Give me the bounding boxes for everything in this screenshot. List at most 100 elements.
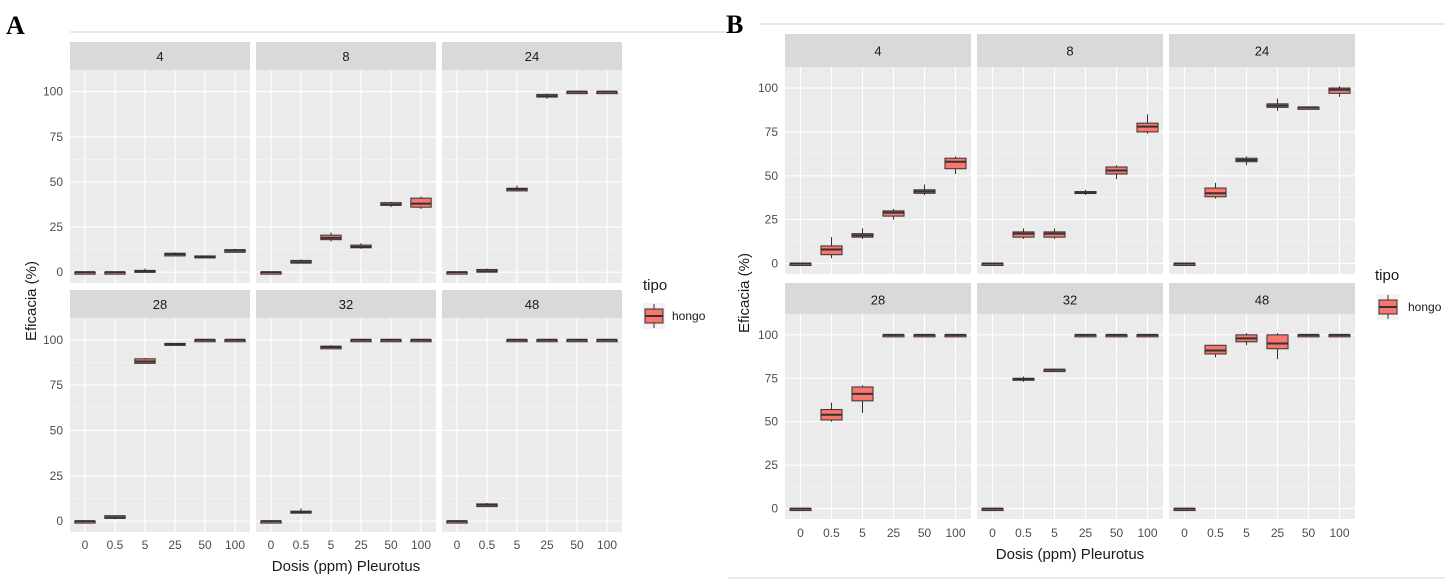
facet-a-48: 48 0 0.5 5 25 50 100 bbox=[442, 290, 622, 552]
x-tick-label: 5 bbox=[859, 526, 866, 540]
x-tick-label: 0.5 bbox=[479, 538, 496, 552]
y-tick-label: 50 bbox=[765, 415, 779, 429]
plot-background bbox=[70, 70, 250, 283]
box-5 bbox=[1235, 156, 1258, 166]
box-0.5 bbox=[1012, 376, 1035, 382]
facet-b-48: 48 0 0.5 5 25 50 100 bbox=[1169, 283, 1355, 540]
x-tick-label: 25 bbox=[354, 538, 368, 552]
facet-strip-label: 32 bbox=[339, 297, 353, 312]
plot-background bbox=[977, 314, 1163, 519]
box-50 bbox=[380, 338, 402, 343]
box-25 bbox=[1074, 333, 1097, 338]
facet-strip bbox=[442, 290, 622, 318]
box-body bbox=[1266, 334, 1289, 350]
y-tick-label: 50 bbox=[765, 169, 779, 183]
x-tick-label: 0 bbox=[989, 526, 996, 540]
x-tick-label: 25 bbox=[168, 538, 182, 552]
x-tick-label: 5 bbox=[514, 538, 521, 552]
facet-strip-label: 48 bbox=[1255, 293, 1269, 308]
box-25 bbox=[536, 338, 558, 343]
box-0 bbox=[789, 262, 812, 266]
plot-background bbox=[442, 318, 622, 532]
box-50 bbox=[194, 338, 216, 343]
y-tick-label: 0 bbox=[56, 514, 63, 528]
box-100 bbox=[944, 333, 967, 338]
box-25 bbox=[1074, 189, 1097, 196]
box-50 bbox=[566, 338, 588, 343]
x-tick-label: 25 bbox=[1271, 526, 1285, 540]
y-tick-label: 75 bbox=[50, 378, 64, 392]
box-25 bbox=[350, 338, 372, 343]
facet-a-4: 4 0 25 50 75 100 bbox=[43, 42, 250, 283]
x-tick-label: 0 bbox=[797, 526, 804, 540]
x-tick-label: 25 bbox=[540, 538, 554, 552]
x-tick-label: 0 bbox=[268, 538, 275, 552]
x-tick-label: 0.5 bbox=[1207, 526, 1224, 540]
box-100 bbox=[596, 338, 618, 343]
x-tick-label: 100 bbox=[1137, 526, 1157, 540]
legend: tipo hongo bbox=[643, 277, 706, 329]
box-0 bbox=[260, 271, 282, 275]
x-tick-label: 0.5 bbox=[823, 526, 840, 540]
facet-a-8: 8 bbox=[256, 42, 436, 283]
box-0.5 bbox=[476, 268, 498, 273]
legend: tipo hongo bbox=[1375, 267, 1442, 320]
plot-background bbox=[977, 67, 1163, 274]
panel-label-a: A bbox=[6, 11, 25, 40]
box-0.5 bbox=[104, 515, 126, 520]
box-100 bbox=[1328, 333, 1351, 338]
box-50 bbox=[1297, 106, 1320, 110]
box-50 bbox=[1105, 165, 1128, 180]
box-100 bbox=[596, 90, 618, 95]
legend-title: tipo bbox=[1375, 267, 1399, 284]
facet-strip bbox=[70, 290, 250, 318]
box-0.5 bbox=[820, 237, 843, 259]
x-tick-label: 100 bbox=[411, 538, 431, 552]
x-tick-label: 100 bbox=[597, 538, 617, 552]
x-tick-label: 100 bbox=[225, 538, 245, 552]
box-100 bbox=[944, 156, 967, 175]
box-5 bbox=[1043, 368, 1066, 373]
legend-title: tipo bbox=[643, 277, 667, 294]
x-tick-label: 50 bbox=[1110, 526, 1124, 540]
box-50 bbox=[380, 201, 402, 208]
y-tick-label: 75 bbox=[50, 130, 64, 144]
y-tick-label: 100 bbox=[758, 328, 778, 342]
box-50 bbox=[913, 184, 936, 196]
facet-strip-label: 24 bbox=[1255, 44, 1269, 59]
x-tick-label: 50 bbox=[1302, 526, 1316, 540]
box-5 bbox=[851, 385, 874, 414]
box-0 bbox=[981, 507, 1004, 512]
x-tick-label: 5 bbox=[142, 538, 149, 552]
box-0 bbox=[981, 262, 1004, 266]
box-50 bbox=[913, 333, 936, 338]
facet-strip-label: 8 bbox=[1066, 44, 1073, 59]
x-tick-label: 50 bbox=[570, 538, 584, 552]
x-tick-label: 0 bbox=[1181, 526, 1188, 540]
facet-strip-label: 24 bbox=[525, 49, 539, 64]
x-tick-label: 0.5 bbox=[1015, 526, 1032, 540]
box-body bbox=[944, 157, 967, 170]
x-tick-label: 25 bbox=[1079, 526, 1093, 540]
y-tick-label: 25 bbox=[765, 213, 779, 227]
box-100 bbox=[224, 338, 246, 343]
facet-b-28: 28 0 25 50 75 100 0 0.5 5 25 50 100 bbox=[758, 283, 971, 540]
facet-b-4: 4 0 25 50 75 100 bbox=[758, 34, 971, 274]
x-tick-label: 100 bbox=[1329, 526, 1349, 540]
y-tick-label: 25 bbox=[765, 458, 779, 472]
box-5 bbox=[134, 268, 156, 273]
y-tick-label: 0 bbox=[771, 502, 778, 516]
facet-strip-label: 28 bbox=[153, 297, 167, 312]
facet-strip bbox=[785, 283, 971, 316]
facet-b-24: 24 bbox=[1169, 34, 1355, 274]
facet-strip bbox=[977, 34, 1163, 67]
box-0.5 bbox=[1012, 228, 1035, 239]
facet-strip bbox=[256, 290, 436, 318]
facet-strip bbox=[1169, 34, 1355, 67]
box-25 bbox=[164, 252, 186, 257]
box-0.5 bbox=[290, 508, 312, 514]
x-tick-label: 5 bbox=[1243, 526, 1250, 540]
box-5 bbox=[1043, 228, 1066, 239]
box-25 bbox=[164, 342, 186, 346]
